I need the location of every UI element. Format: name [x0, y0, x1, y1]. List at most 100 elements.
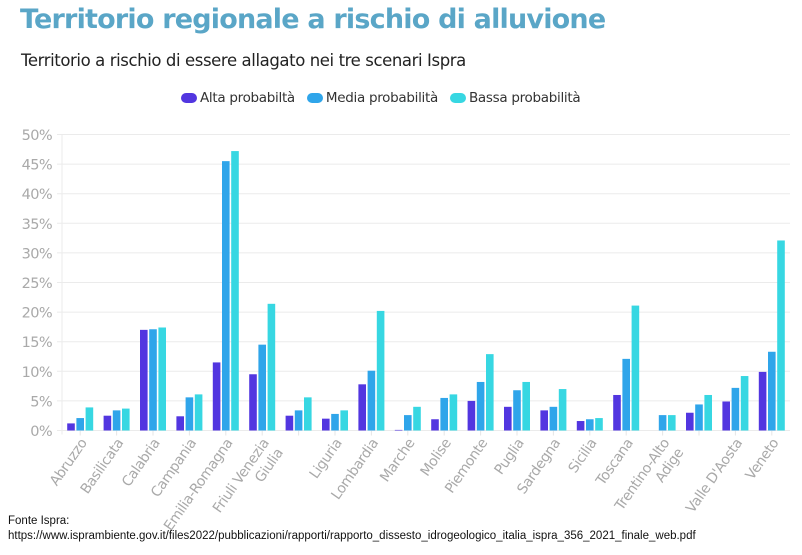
bar-media[interactable] [331, 413, 339, 431]
bar-bassa[interactable] [631, 305, 640, 431]
bar-media[interactable] [112, 410, 121, 431]
source-footer: Fonte Ispra: https://www.isprambiente.go… [8, 514, 696, 544]
x-tick-label-line: Liguria [307, 436, 346, 482]
x-tick-label: Sicilia [565, 436, 600, 476]
bar-bassa[interactable] [413, 406, 421, 431]
y-tick-label: 40% [22, 187, 52, 203]
x-tick-label-line: Valle D'Aosta [683, 436, 746, 516]
bar-media[interactable] [258, 344, 266, 431]
bar-bassa[interactable] [522, 381, 530, 431]
bar-alta[interactable] [285, 415, 294, 431]
x-tick-label: Marche [377, 436, 418, 485]
bar-bassa[interactable] [158, 327, 166, 431]
legend-swatch-alta [181, 93, 197, 103]
y-tick-label: 20% [22, 306, 52, 322]
bar-alta[interactable] [322, 418, 330, 431]
x-tick-label: Molise [418, 436, 455, 480]
bar-media[interactable] [149, 329, 157, 431]
bar-alta[interactable] [212, 362, 221, 431]
bar-media[interactable] [622, 358, 630, 431]
bar-bassa[interactable] [376, 310, 385, 431]
bar-alta[interactable] [504, 406, 512, 431]
bar-bassa[interactable] [740, 376, 749, 431]
bar-alta[interactable] [140, 329, 148, 431]
legend-item-media[interactable]: Media probabilità [306, 90, 438, 106]
bar-bassa[interactable] [595, 418, 603, 431]
y-tick-label: 25% [22, 276, 52, 292]
bar-bassa[interactable] [122, 408, 130, 431]
bar-bassa[interactable] [558, 389, 567, 431]
x-tick-label-line: Veneto [743, 436, 783, 483]
x-tick-label-line: Marche [377, 436, 418, 485]
x-tick-label: Liguria [307, 436, 346, 482]
x-tick-label-line: Molise [418, 436, 455, 480]
y-tick-label: 50% [22, 128, 52, 144]
bar-alta[interactable] [686, 412, 694, 431]
x-tick-label-line: Sicilia [565, 436, 600, 476]
bar-media[interactable] [404, 415, 412, 431]
bar-alta[interactable] [103, 415, 112, 431]
legend-label-bassa: Bassa probabilità [468, 90, 581, 106]
bar-media[interactable] [222, 161, 230, 431]
bar-media[interactable] [731, 387, 740, 431]
bar-alta[interactable] [540, 410, 548, 431]
legend-swatch-media [306, 93, 323, 103]
y-tick-label: 30% [22, 246, 52, 262]
y-tick-label: 45% [22, 158, 52, 174]
chart-title: Territorio regionale a rischio di alluvi… [20, 4, 606, 35]
x-tick-label: Puglia [492, 436, 528, 478]
bar-bassa[interactable] [194, 394, 203, 431]
bar-media[interactable] [549, 406, 558, 431]
bar-bassa[interactable] [777, 240, 785, 431]
bar-alta[interactable] [613, 394, 621, 431]
y-tick-label: 0% [30, 424, 52, 440]
y-tick-label: 5% [30, 394, 52, 410]
bar-alta[interactable] [176, 416, 184, 431]
gridlines [57, 134, 790, 435]
bar-media[interactable] [476, 381, 485, 431]
legend-label-media: Media probabilità [325, 90, 438, 106]
bar-bassa[interactable] [304, 397, 312, 431]
x-tick-label: Valle D'Aosta [683, 436, 746, 516]
bar-alta[interactable] [722, 401, 730, 431]
bar-bassa[interactable] [267, 303, 276, 431]
y-tick-label: 15% [22, 335, 52, 351]
legend-item-bassa[interactable]: Bassa probabilità [449, 90, 581, 106]
bar-bassa[interactable] [486, 354, 494, 431]
bars [67, 151, 785, 431]
legend-swatch-bassa [449, 93, 466, 103]
x-tick-label: Veneto [743, 436, 783, 483]
bar-bassa[interactable] [85, 407, 94, 431]
bar-alta[interactable] [249, 374, 257, 431]
bar-media[interactable] [185, 397, 194, 431]
bar-bassa[interactable] [704, 394, 712, 431]
y-tick-label: 35% [22, 217, 52, 233]
y-tick-label: 10% [22, 365, 52, 381]
legend-item-alta[interactable]: Alta probabiltà [181, 90, 295, 106]
bar-bassa[interactable] [231, 151, 239, 431]
bar-alta[interactable] [467, 400, 476, 431]
bar-media[interactable] [367, 370, 376, 431]
legend-label-alta: Alta probabiltà [200, 90, 295, 106]
bar-media[interactable] [768, 351, 776, 431]
bar-media[interactable] [294, 410, 303, 431]
bar-media[interactable] [695, 404, 703, 431]
bar-bassa[interactable] [449, 394, 458, 431]
bar-bassa[interactable] [340, 410, 348, 431]
bar-alta[interactable] [394, 429, 403, 431]
bar-alta[interactable] [576, 421, 585, 431]
bar-alta[interactable] [431, 419, 439, 431]
bar-alta[interactable] [358, 384, 366, 431]
bar-media[interactable] [658, 415, 667, 431]
bar-alta[interactable] [67, 423, 75, 431]
bar-media[interactable] [586, 419, 594, 431]
bar-media[interactable] [76, 418, 84, 431]
source-label: Fonte Ispra: [8, 515, 70, 527]
y-axis-ticks: 0% 5% 10% 15% 20% 25% 30% 35% 40% 45% 50% [22, 128, 53, 440]
bar-alta[interactable] [758, 371, 767, 431]
bar-bassa[interactable] [668, 415, 676, 431]
source-url[interactable]: https://www.isprambiente.gov.it/files202… [8, 530, 696, 542]
bar-media[interactable] [513, 390, 521, 431]
bar-media[interactable] [440, 397, 448, 431]
